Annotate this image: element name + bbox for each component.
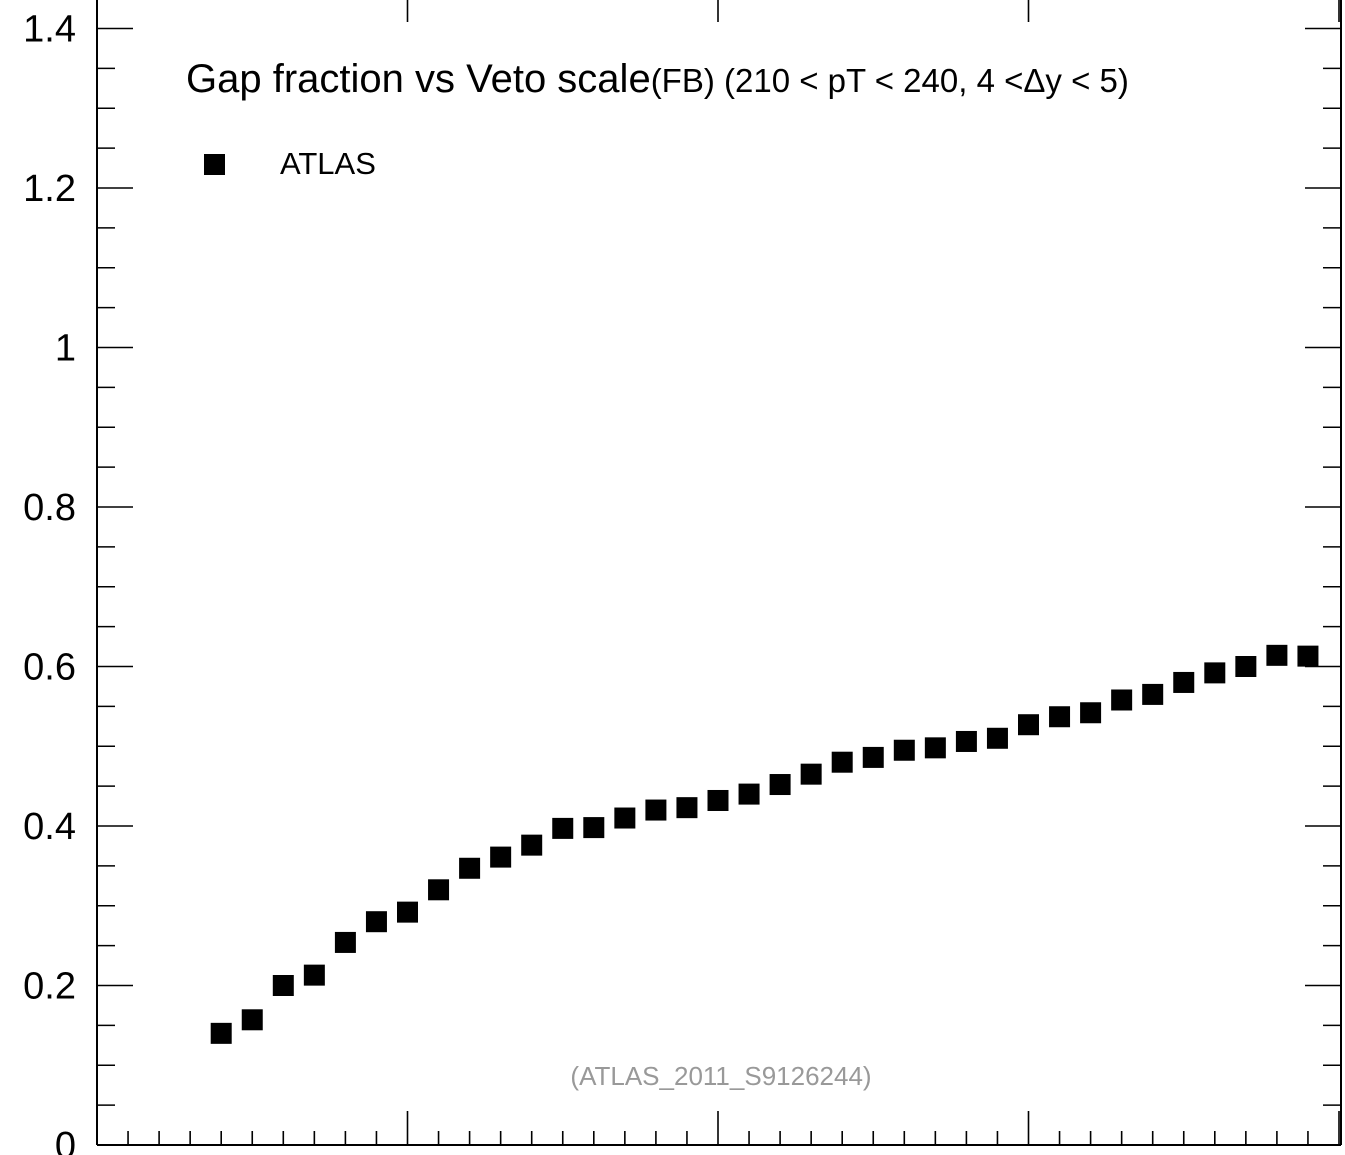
data-point [1049, 706, 1071, 728]
data-point [334, 931, 356, 953]
data-point [1297, 645, 1319, 667]
y-tick-label: 0.6 [23, 647, 76, 689]
data-point [707, 789, 729, 811]
y-tick-label: 0.8 [23, 487, 76, 529]
watermark: (ATLAS_2011_S9126244) [570, 1061, 871, 1091]
chart-title-main: Gap fraction vs Veto scale [186, 57, 651, 101]
y-tick-label: 0.4 [23, 806, 76, 848]
data-point [986, 727, 1008, 749]
data-point [1142, 683, 1164, 705]
data-point [1266, 644, 1288, 666]
data-point [924, 737, 946, 759]
axes [96, 0, 1342, 1146]
y-tick-label: 0 [55, 1125, 76, 1155]
data-point [893, 739, 915, 761]
data-point [583, 817, 605, 839]
data-point [1018, 714, 1039, 736]
y-tick-labels: 0 0.2 0.4 0.6 0.8 1 1.2 1.4 [23, 9, 76, 1155]
data-point [272, 975, 294, 996]
data-point [1080, 702, 1102, 724]
data-point [769, 774, 791, 796]
data-point [241, 1009, 263, 1031]
data-point [831, 751, 853, 773]
chart-title: Gap fraction vs Veto scale(FB) (210 < pT… [186, 57, 1129, 101]
data-point [800, 763, 822, 785]
data-point [862, 746, 884, 768]
data-point [552, 817, 574, 839]
data-point [645, 799, 667, 821]
data-point [955, 730, 977, 752]
data-point [1204, 662, 1226, 684]
y-tick-label: 1.4 [23, 9, 76, 51]
data-point [738, 783, 760, 805]
data-point [303, 964, 325, 986]
data-point [521, 834, 543, 856]
data-point [1111, 689, 1133, 711]
legend-label: ATLAS [280, 146, 376, 181]
data-point [397, 901, 418, 923]
y-tick-label: 0.2 [23, 966, 76, 1008]
y-tick-label: 1.2 [23, 168, 76, 210]
data-point [428, 879, 450, 901]
data-point [210, 1022, 232, 1044]
data-point [614, 807, 636, 829]
chart-title-suffix: (FB) (210 < pT < 240, 4 <Δy < 5) [651, 62, 1129, 99]
data-point [490, 846, 512, 868]
data-point [676, 797, 698, 819]
y-tick-label: 1 [55, 328, 76, 370]
data-point [365, 911, 387, 933]
legend-marker [204, 154, 225, 175]
data-point [1173, 671, 1195, 693]
data-point [1235, 656, 1257, 677]
data-points [210, 644, 1319, 1044]
data-point [459, 857, 481, 879]
